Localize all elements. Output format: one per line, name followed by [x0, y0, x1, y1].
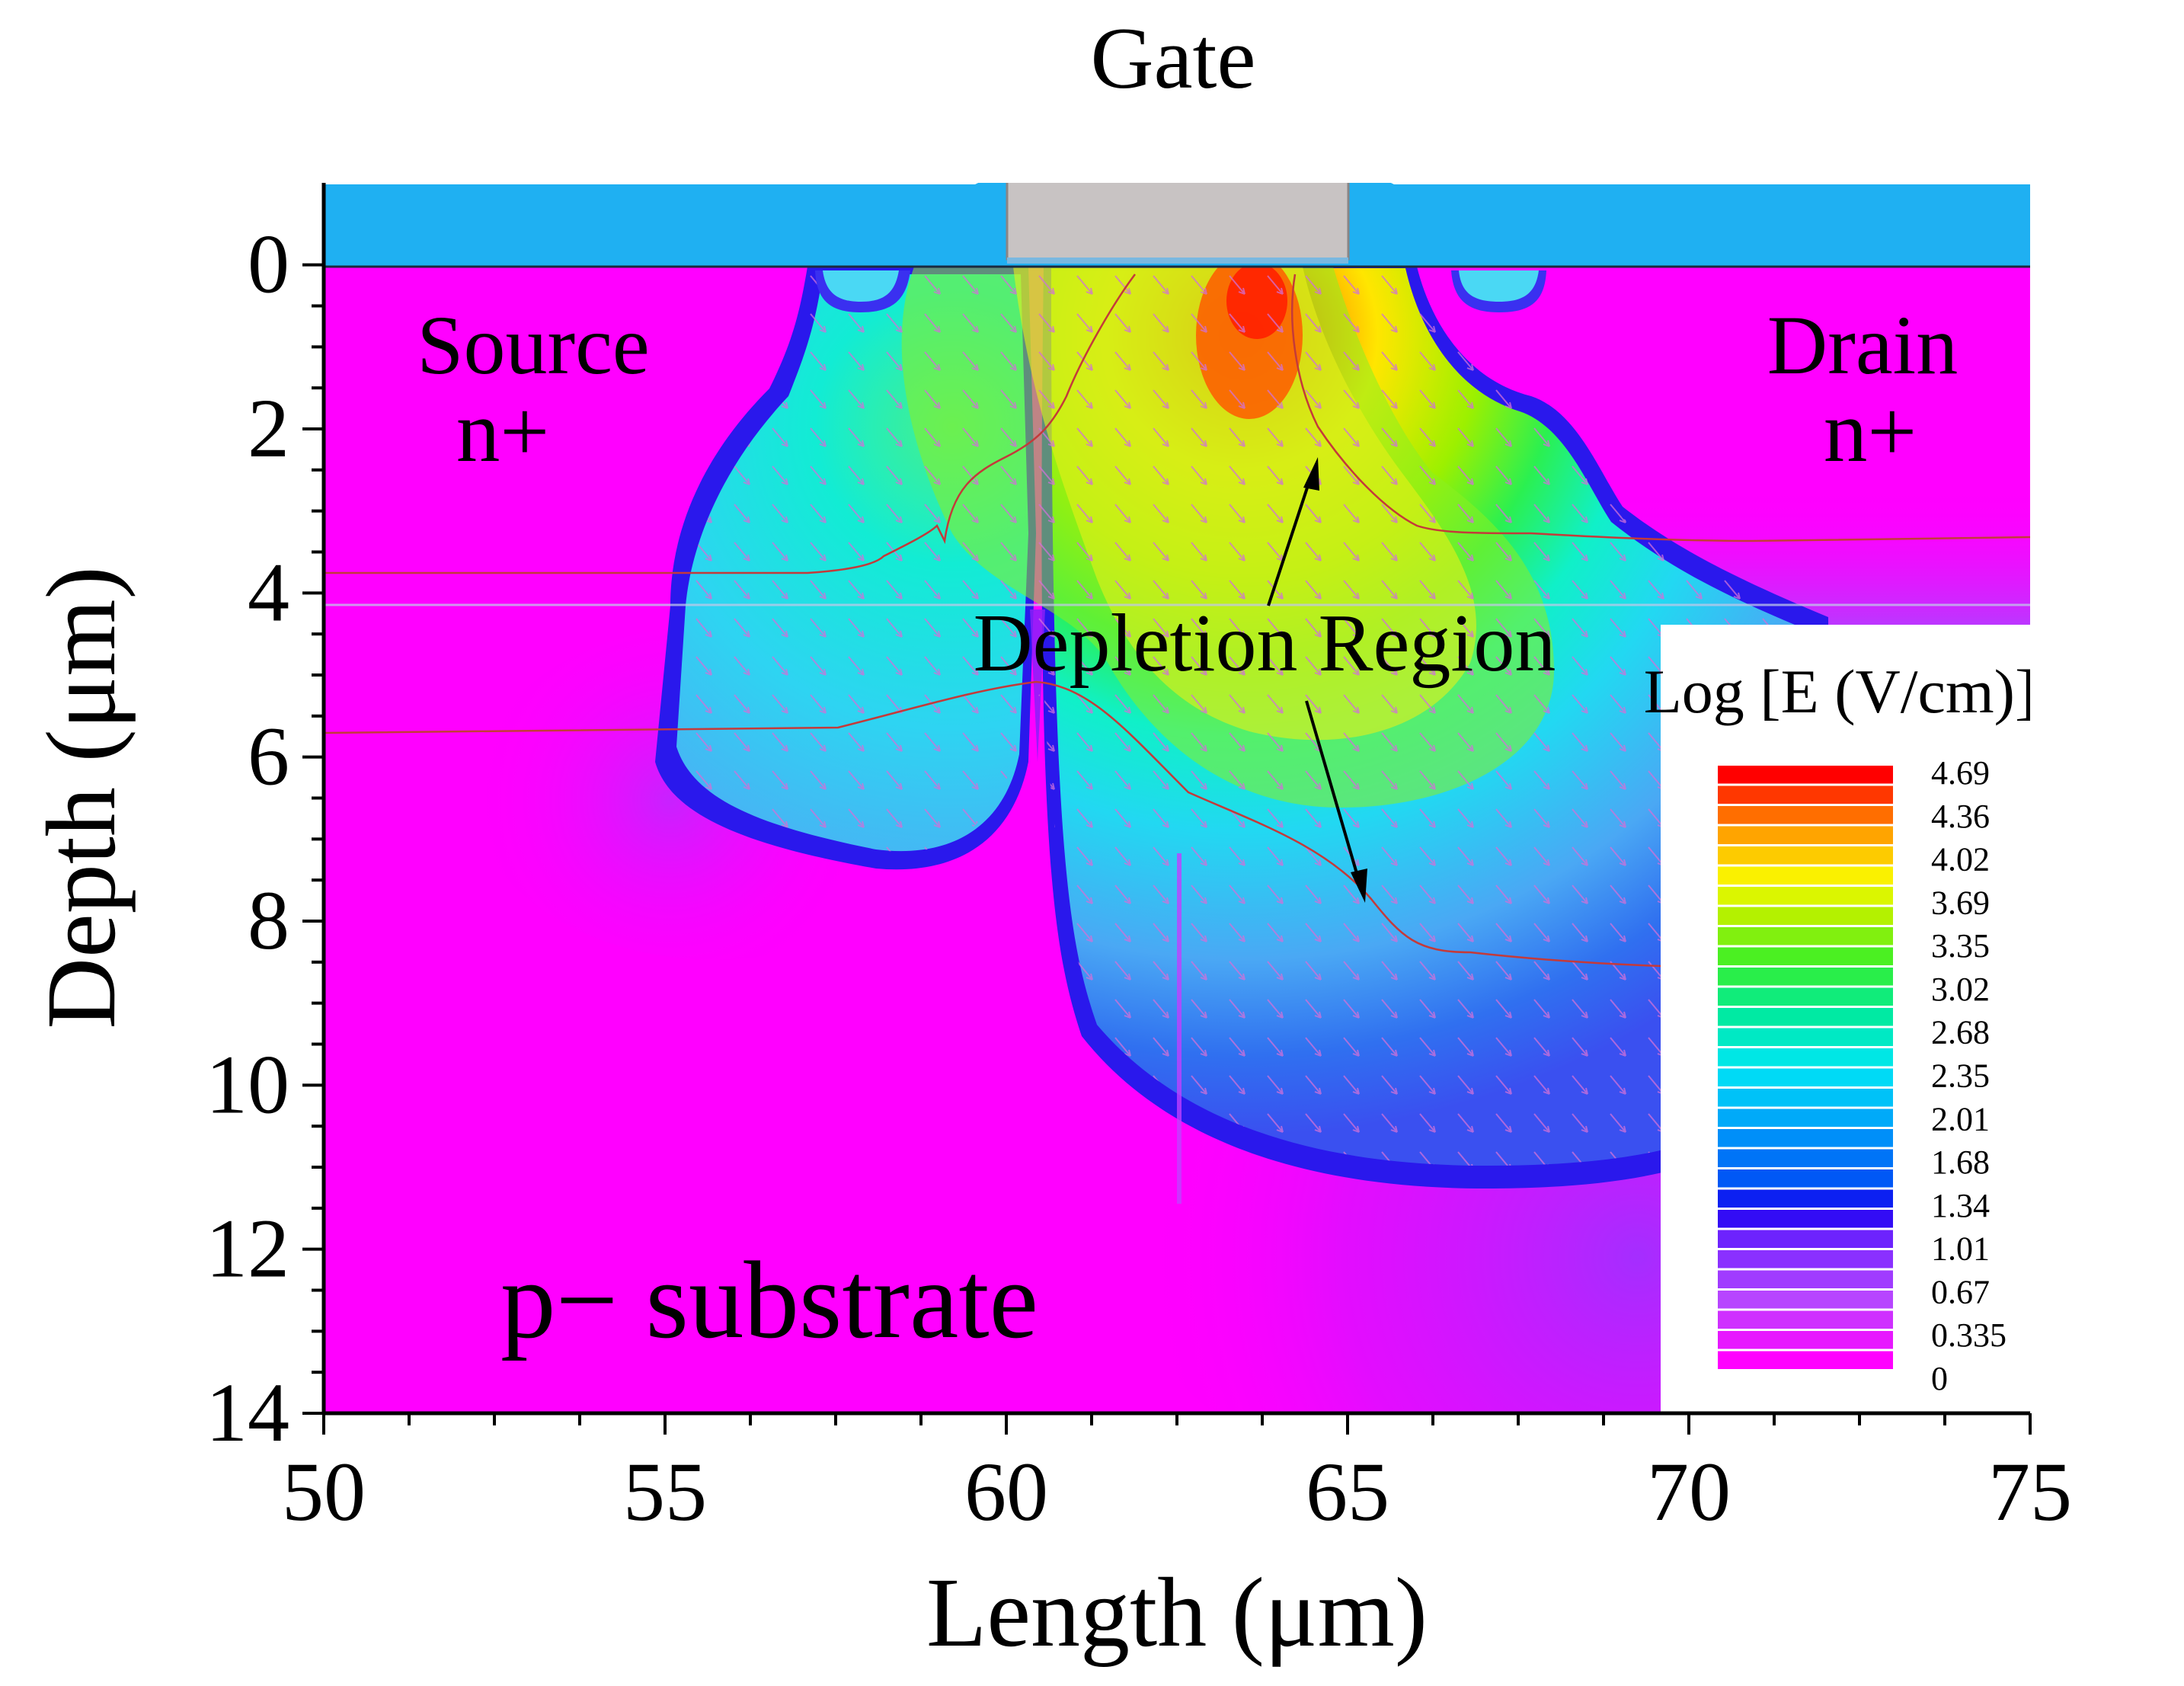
y-tick-label: 14: [206, 1366, 289, 1459]
colorbar-tick-label: 0.67: [1931, 1273, 1990, 1310]
colorbar-swatch: [1718, 1270, 1893, 1288]
y-tick-label: 10: [206, 1038, 289, 1131]
y-tick-label: 8: [248, 874, 289, 967]
source-surface-pocket-inner: [823, 270, 899, 302]
colorbar-swatch: [1718, 1291, 1893, 1309]
gate-oxide: [1007, 258, 1348, 264]
field-arrows: [676, 274, 1813, 1166]
depletion-region-label: Depletion Region: [974, 598, 1556, 689]
x-tick-label: 75: [1988, 1445, 2072, 1538]
colorbar-tick-label: 4.02: [1931, 841, 1990, 878]
colorbar-swatch: [1718, 1310, 1893, 1329]
colorbar-swatch: [1718, 1331, 1893, 1349]
x-tick-label: 50: [282, 1445, 366, 1538]
colorbar-swatch: [1718, 1109, 1893, 1127]
colorbar-swatch: [1718, 1028, 1893, 1046]
colorbar-tick-label: 3.02: [1931, 971, 1990, 1008]
y-tick-label: 4: [248, 545, 289, 638]
y-ticks: 0 2 4 6 8 10 12 14: [206, 218, 324, 1459]
source-junction-contour: [324, 274, 1137, 574]
colorbar-swatch: [1718, 1230, 1893, 1248]
drain-type-label: n+: [1824, 383, 1917, 480]
colorbar-swatch: [1718, 968, 1893, 986]
colorbar-swatch: [1718, 1149, 1893, 1167]
colorbar-tick-label: 0: [1931, 1360, 1948, 1397]
colorbar-swatch: [1718, 1008, 1893, 1026]
y-tick-label: 12: [206, 1202, 289, 1295]
y-tick-label: 0: [248, 218, 289, 311]
colorbar-tick-label: 3.69: [1931, 884, 1990, 921]
colorbar-swatch: [1718, 826, 1893, 844]
drain-junction-contour: [1291, 274, 2030, 542]
colorbar-swatch: [1718, 1169, 1893, 1188]
x-ticks: 50 55 60 65 70 75: [282, 1413, 2072, 1538]
axes: 50 55 60 65 70 75 0 2 4 6 8 10 12 14: [206, 183, 2072, 1538]
colorbar-tick-label: 2.68: [1931, 1014, 1990, 1051]
colorbar-tick-label: 1.68: [1931, 1144, 1990, 1181]
colorbar-tick-label: 4.69: [1931, 754, 1990, 792]
colorbar-swatch: [1718, 1048, 1893, 1067]
gate-electrode: [1006, 183, 1350, 261]
colorbar-swatch: [1718, 1089, 1893, 1107]
substrate-label: p− substrate: [500, 1240, 1038, 1361]
x-tick-label: 65: [1306, 1445, 1389, 1538]
y-tick-label: 6: [248, 710, 289, 803]
plot-area: Log [E (V/cm)] 4.69 4.36 4.02 3.69 3.35 3.02 2.…: [324, 183, 2036, 1413]
colorbar-swatch: [1718, 927, 1893, 945]
colorbar-swatch: [1718, 1250, 1893, 1268]
colorbar-swatch: [1718, 866, 1893, 885]
colorbar-tick-label: 1.01: [1931, 1230, 1990, 1268]
source-type-label: n+: [456, 383, 549, 480]
drain-label: Drain: [1767, 299, 1958, 392]
colorbar-swatch: [1718, 846, 1893, 865]
colorbar-swatch: [1718, 785, 1893, 804]
colorbar-tick-label: 3.35: [1931, 927, 1990, 965]
colorbar-swatch: [1718, 1129, 1893, 1147]
lower-junction-contour: [324, 680, 1753, 969]
colorbar-tick-label: 2.35: [1931, 1057, 1990, 1095]
colorbar-tick-label: 2.01: [1931, 1100, 1990, 1137]
depletion-arrows: [1267, 457, 1367, 903]
colorbar-swatch: [1718, 806, 1893, 824]
colorbar-legend: Log [E (V/cm)] 4.69 4.36 4.02 3.69 3.35 3.02 2.…: [1644, 625, 2036, 1413]
x-tick-label: 70: [1647, 1445, 1731, 1538]
colorbar-swatch: [1718, 987, 1893, 1006]
colorbar-tick-label: 1.34: [1931, 1187, 1990, 1224]
drain-surface-pocket-inner: [1459, 270, 1539, 302]
colorbar-swatch: [1718, 766, 1893, 784]
x-axis-title: Length (μm): [926, 1558, 1428, 1668]
colorbar-swatch: [1718, 1351, 1893, 1369]
x-tick-label: 60: [964, 1445, 1048, 1538]
colorbar-tick-label: 4.36: [1931, 798, 1990, 835]
y-axis-title: Depth (μm): [27, 566, 136, 1029]
colorbar-swatch: [1718, 1068, 1893, 1086]
source-label: Source: [417, 299, 649, 392]
y-tick-label: 2: [248, 382, 289, 475]
colorbar-tick-label: 0.335: [1931, 1316, 2007, 1354]
colorbar-swatch: [1718, 887, 1893, 905]
colorbar-swatch: [1718, 947, 1893, 965]
colorbar-swatch: [1718, 1189, 1893, 1208]
x-tick-label: 55: [623, 1445, 707, 1538]
colorbar-swatch: [1718, 907, 1893, 925]
colorbar-swatch: [1718, 1210, 1893, 1228]
colorbar-title: Log [E (V/cm)]: [1644, 657, 2036, 726]
gate-label: Gate: [1090, 10, 1255, 107]
